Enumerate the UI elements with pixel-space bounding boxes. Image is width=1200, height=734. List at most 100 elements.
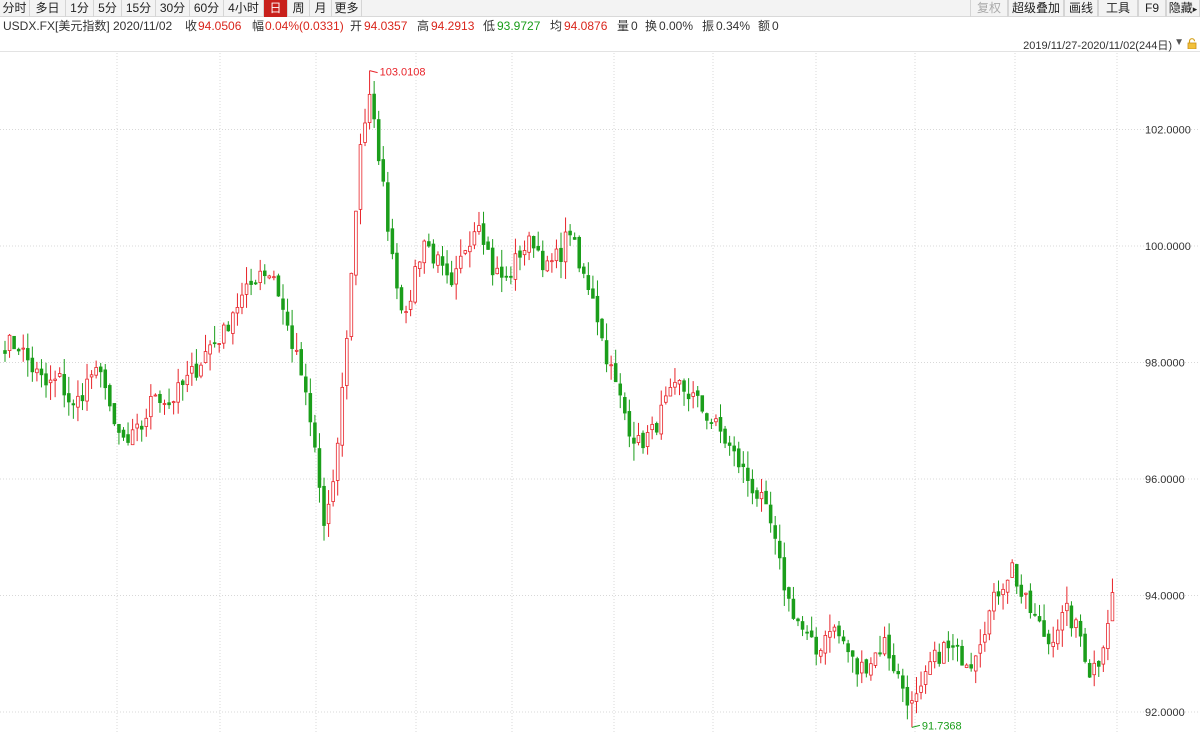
candle-down [139,425,144,430]
candle-down [682,380,686,392]
period-tab-5[interactable]: 30分 [156,0,190,17]
candle-down [80,395,85,402]
candle-up [495,267,499,275]
candle-down [322,485,326,526]
candle-down [727,442,732,446]
candle-down [509,275,513,278]
candle-down [755,490,759,499]
chart-grid [0,53,1200,734]
date-range-text: 2019/11/27-2020/11/02(244日) [1023,40,1172,52]
period-tab-6[interactable]: 60分 [190,0,224,17]
high-label: 高 [417,19,430,33]
candle-up [910,700,914,704]
candle-down [891,655,896,672]
candle-down [180,380,185,386]
candle-down [618,383,623,396]
candle-up [964,664,969,668]
period-tab-7[interactable]: 4小时 [224,0,264,17]
candle-down [1037,616,1042,622]
tool-button-0[interactable]: 复权 [970,0,1008,17]
tool-button-4[interactable]: F9 [1138,0,1166,17]
candle-up [458,255,463,269]
period-tab-1[interactable]: 多日 [30,0,66,17]
candle-up [294,349,299,352]
candle-down [71,403,76,406]
tool-button-1[interactable]: 超级叠加 [1008,0,1064,17]
candle-down [577,236,581,269]
candle-up [363,122,367,143]
period-tab-9[interactable]: 周 [288,0,310,17]
candle-down [718,417,723,432]
candle-up [162,403,167,405]
candle-down [782,557,787,591]
quote-date: 2020/11/02 [113,19,173,33]
period-tab-0[interactable]: 分时 [0,0,30,17]
tool-button-2[interactable]: 画线 [1064,0,1098,17]
candle-up [609,364,613,367]
candle-down [732,445,736,452]
candle-up [85,378,89,402]
candle-up [231,312,235,334]
candle-up [144,417,149,427]
candle-down [26,348,30,361]
candle-down [750,478,755,494]
period-tab-10[interactable]: 月 [310,0,332,17]
annotations: 103.0108 91.7368 [369,67,962,732]
tool-button-3[interactable]: 工具 [1098,0,1138,17]
candle-down [864,659,869,674]
y-tick-label: 92.0000 [1145,707,1185,719]
candle-up [1060,612,1065,631]
candle-down [604,340,609,365]
candle-down [112,403,117,425]
candle-up [153,394,158,397]
tool-button-5[interactable]: 隐藏▸ [1166,0,1200,17]
avg-label: 均 [550,19,563,33]
period-tab-3[interactable]: 5分 [94,0,122,17]
candle-up [331,481,335,502]
candle-down [445,263,449,276]
period-tab-2[interactable]: 1分 [66,0,94,17]
candle-up [21,347,25,350]
candle-up [7,334,12,351]
period-tab-4[interactable]: 15分 [122,0,156,17]
candle-down [791,598,796,619]
candle-up [326,503,331,525]
lock-icon[interactable] [1187,38,1197,49]
candle-up [404,311,408,314]
close-value: 94.0506 [198,19,242,33]
candle-down [253,282,258,285]
range-dropdown-arrow-icon[interactable]: ▼ [1174,37,1184,48]
candle-up [463,250,468,254]
amplitude-label: 振 [702,19,715,33]
candle-down [951,645,955,648]
candle-down [541,250,545,271]
candle-up [823,635,828,654]
change-value: 0.04%(0.0331) [265,19,344,33]
candle-up [57,373,62,377]
candle-up [677,379,682,385]
candle-down [98,366,103,373]
y-axis: 102.0000 100.0000 98.0000 96.0000 94.0000 92.… [1145,125,1191,720]
candle-down [62,374,67,396]
candle-down [1046,633,1051,645]
candle-down [559,247,563,262]
candle-down [399,287,404,311]
candlestick-chart: 102.0000 100.0000 98.0000 96.0000 94.0000 92.… [0,53,1200,734]
candle-up [1001,588,1005,596]
period-tab-8[interactable]: 日 [264,0,288,17]
candle-up [171,401,176,404]
candle-down [1083,633,1087,662]
candle-up [417,261,422,270]
candle-down [837,625,841,637]
candle-down [1033,613,1037,616]
y-tick-label: 100.0000 [1145,241,1191,253]
candle-down [586,275,591,290]
candle-up [650,423,654,431]
candle-down [777,540,782,559]
candle-up [869,663,873,676]
candle-down [746,467,750,481]
candle-up [550,260,554,263]
period-tab-11[interactable]: 更多 [332,0,362,17]
candle-down [654,423,659,433]
low-annotation: 91.7368 [922,720,962,732]
